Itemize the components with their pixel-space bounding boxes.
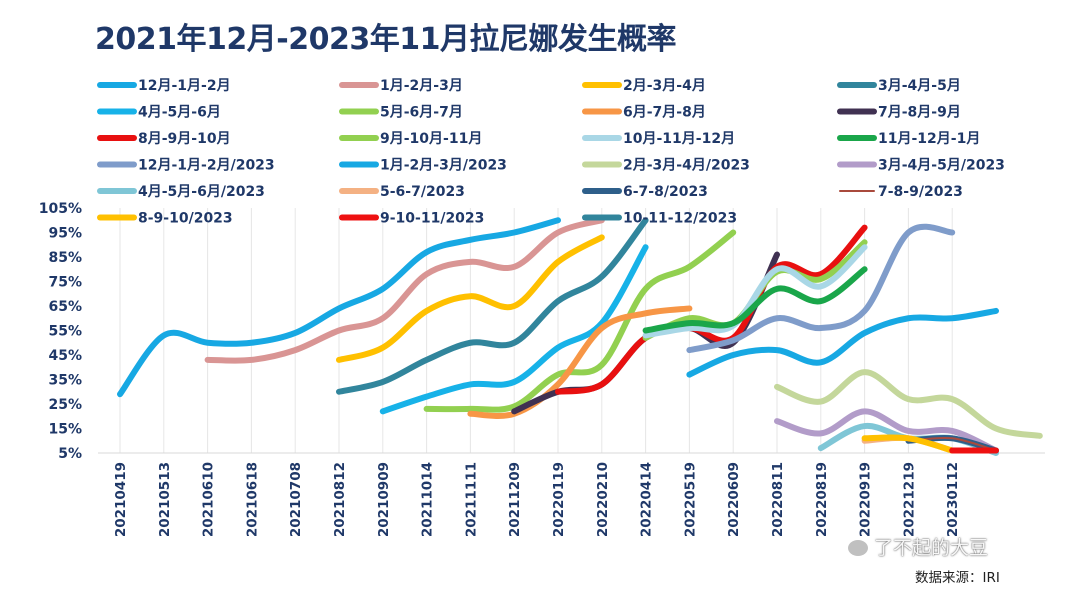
legend-label: 5-6-7/2023	[380, 184, 465, 200]
series-line-20	[861, 434, 956, 454]
series-line-11	[642, 266, 868, 334]
y-tick-label: 55%	[48, 324, 82, 340]
y-tick-label: 35%	[48, 373, 82, 389]
legend-label: 11月-12月-1月	[878, 131, 980, 147]
series-line-12	[686, 223, 956, 354]
wechat-icon	[848, 540, 868, 556]
series-lines	[117, 217, 1043, 456]
watermark: 了不起的大豆	[848, 533, 988, 560]
watermark-text: 了不起的大豆	[874, 537, 989, 559]
series-line-13	[686, 307, 999, 378]
legend: 12月-1月-2月 1月-2月-3月 2月-3月-4月 3月-4月-5月 4月-5月-6…	[97, 78, 1005, 227]
legend-label: 8月-9月-10月	[138, 131, 231, 147]
x-tick-label: 20210909	[376, 462, 392, 537]
x-tick-label: 20211209	[507, 462, 523, 537]
y-tick-label: 5%	[58, 446, 82, 462]
data-source: 数据来源：IRI	[915, 570, 1000, 586]
series-line-2	[336, 234, 605, 363]
series-line-3	[336, 217, 649, 395]
legend-label: 5月-6月-7月	[380, 105, 463, 121]
y-tick-label: 65%	[48, 299, 82, 315]
series-line-5	[423, 229, 737, 413]
y-tick-label: 95%	[48, 226, 82, 242]
y-tick-label: 105%	[39, 201, 82, 217]
legend-label: 2月-3月-4月/2023	[623, 158, 750, 174]
series-line-10	[642, 244, 868, 339]
legend-label: 3月-4月-5月/2023	[878, 158, 1005, 174]
series-line-4	[379, 244, 649, 415]
series-line-8	[555, 224, 868, 395]
y-tick-label: 75%	[48, 275, 82, 291]
legend-label: 4月-5月-6月/2023	[138, 184, 265, 200]
legend-label: 7-8-9/2023	[878, 184, 963, 200]
legend-label: 10-11-12/2023	[623, 211, 737, 227]
x-tick-label: 20210610	[201, 462, 217, 537]
series-line-1	[204, 217, 605, 364]
series-line-14	[774, 369, 1043, 439]
legend-label: 7月-8月-9月	[878, 105, 961, 121]
y-tick-label: 45%	[48, 348, 82, 364]
x-tick-label: 20221219	[901, 462, 917, 537]
legend-label: 12月-1月-2月	[138, 78, 231, 94]
x-tick-label: 20220119	[551, 462, 567, 537]
legend-label: 9-10-11/2023	[380, 211, 484, 227]
x-tick-label: 20220811	[770, 462, 786, 537]
legend-label: 4月-5月-6月	[138, 105, 221, 121]
legend-label: 12月-1月-2月/2023	[138, 158, 275, 174]
y-axis: 5% 15% 25% 35% 45% 55% 65% 75% 85% 95% 105%	[39, 201, 82, 462]
x-tick-label: 20211111	[463, 462, 479, 537]
x-tick-label: 20230112	[945, 462, 961, 537]
x-tick-label: 20220919	[858, 462, 874, 537]
legend-label: 6月-7月-8月	[623, 105, 706, 121]
x-tick-label: 20210419	[113, 462, 129, 537]
legend-label: 3月-4月-5月	[878, 78, 961, 94]
x-tick-label: 20210708	[288, 462, 304, 537]
series-line-0	[117, 217, 561, 398]
y-tick-label: 25%	[48, 397, 82, 413]
legend-label: 1月-2月-3月	[380, 78, 463, 94]
x-tick-label: 20220519	[682, 462, 698, 537]
x-tick-label: 20211014	[420, 462, 436, 537]
x-tick-label: 20210812	[332, 462, 348, 537]
legend-label: 8-9-10/2023	[138, 211, 233, 227]
x-tick-label: 20220819	[814, 462, 830, 537]
x-tick-label: 20220609	[726, 462, 742, 537]
y-tick-label: 85%	[48, 250, 82, 266]
x-tick-label: 20210513	[157, 462, 173, 537]
legend-label: 6-7-8/2023	[623, 184, 708, 200]
legend-label: 2月-3月-4月	[623, 78, 706, 94]
y-tick-label: 15%	[48, 422, 82, 438]
series-line-6	[467, 305, 693, 419]
legend-label: 1月-2月-3月/2023	[380, 158, 507, 174]
chart-title: 2021年12月-2023年11月拉尼娜发生概率	[95, 22, 676, 57]
x-tick-label: 20220210	[595, 462, 611, 537]
x-tick-label: 20210618	[244, 462, 260, 537]
legend-label: 9月-10月-11月	[380, 131, 482, 147]
legend-label: 10月-11月-12月	[623, 131, 735, 147]
x-tick-label: 20220414	[639, 462, 655, 537]
series-line-15	[774, 408, 999, 454]
x-axis: 20210419 20210513 20210610 20210618 20210708…	[98, 452, 1045, 537]
